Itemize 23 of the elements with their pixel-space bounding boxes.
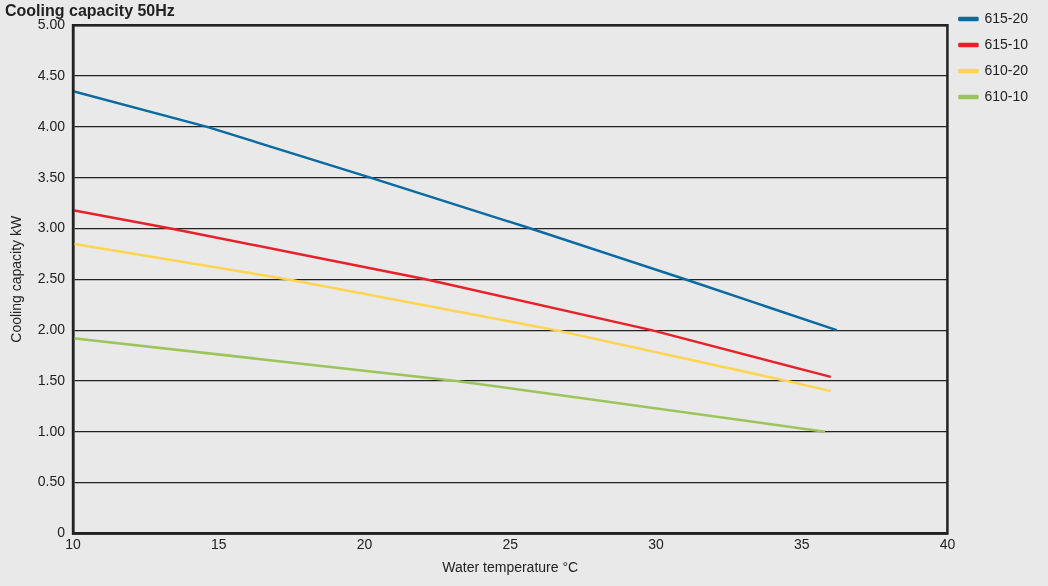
y-axis-title: Cooling capacity kW	[8, 215, 25, 343]
y-tick-label: 1.50	[37, 371, 66, 388]
y-tick-label: 2.50	[37, 270, 66, 287]
y-tick-label: 1.00	[37, 422, 66, 439]
y-tick-label: 0.50	[37, 473, 66, 490]
x-tick-label: 30	[648, 535, 664, 552]
x-tick-label: 25	[502, 535, 519, 552]
x-tick-label: 10	[65, 535, 82, 552]
y-tick-label: 0	[57, 524, 66, 541]
x-axis-title: Water temperature °C	[442, 559, 579, 576]
legend-label: 615-20	[984, 9, 1029, 26]
y-tick-label: 2.00	[37, 320, 66, 337]
x-tick-label: 20	[356, 535, 373, 552]
y-tick-label: 3.50	[37, 168, 66, 185]
x-tick-label: 35	[793, 535, 810, 552]
legend-label: 615-10	[984, 35, 1029, 52]
legend-label: 610-20	[984, 61, 1029, 78]
x-tick-label: 15	[210, 535, 227, 552]
legend-label: 610-10	[984, 87, 1029, 104]
x-tick-label: 40	[939, 535, 956, 552]
y-tick-label: 3.00	[37, 219, 66, 236]
y-tick-label: 4.50	[37, 66, 66, 83]
y-tick-label: 4.00	[37, 117, 66, 134]
